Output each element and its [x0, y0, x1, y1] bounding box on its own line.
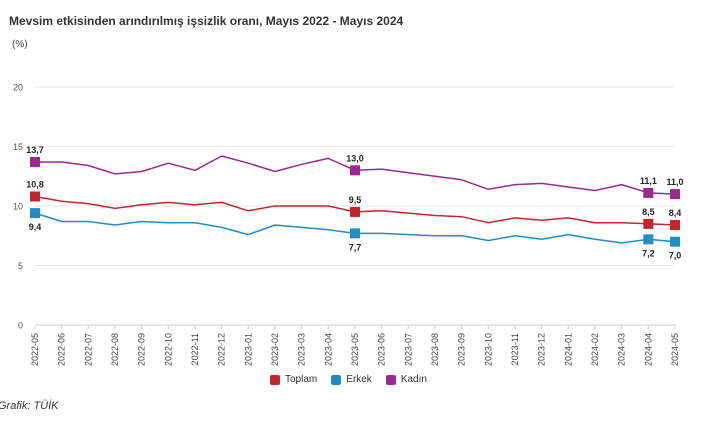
x-tick-label: 2022-10: [163, 333, 173, 366]
data-marker-toplam: [30, 191, 40, 202]
x-tick-label: 2023-12: [537, 333, 547, 366]
x-tick-label: 2022-09: [137, 333, 147, 366]
legend-item-erkek[interactable]: Erkek: [331, 374, 372, 385]
x-tick-label: 2022-11: [190, 333, 200, 365]
x-tick-label: 2022-07: [83, 333, 93, 366]
x-tick-label: 2023-07: [403, 333, 413, 366]
legend-swatch-erkek: [331, 374, 342, 385]
x-tick-label: 2023-10: [483, 333, 493, 366]
data-label-kadn: 11,0: [666, 177, 683, 187]
chart-legend: Toplam Erkek Kadın: [270, 374, 427, 385]
data-marker-erkek: [30, 208, 40, 219]
x-tick-label: 2023-09: [457, 333, 467, 366]
x-tick-label: 2024-03: [617, 333, 627, 366]
x-tick-label: 2023-01: [243, 333, 253, 366]
x-tick-label: 2022-06: [57, 333, 67, 366]
data-marker-kadn: [350, 165, 360, 176]
x-tick-label: 2023-06: [377, 333, 387, 366]
data-marker-toplam: [350, 206, 360, 217]
data-label-erkek: 9,4: [29, 222, 42, 232]
x-tick-label: 2023-08: [430, 333, 440, 366]
x-tick-label: 2024-01: [563, 333, 573, 366]
y-tick-label: 0: [18, 321, 23, 331]
data-marker-toplam: [643, 218, 654, 229]
data-marker-kadn: [670, 189, 680, 200]
data-label-erkek: 7,7: [349, 242, 362, 252]
data-label-erkek: 7,2: [642, 248, 655, 258]
data-marker-kadn: [643, 187, 654, 198]
data-label-toplam: 8,5: [642, 207, 655, 217]
data-label-toplam: 9,5: [349, 195, 362, 205]
x-tick-label: 2023-02: [270, 333, 280, 366]
x-tick-label: 2024-05: [670, 333, 680, 366]
legend-item-toplam[interactable]: Toplam: [270, 374, 317, 385]
y-tick-label: 20: [13, 83, 23, 93]
legend-label-kadin: Kadın: [400, 374, 427, 385]
legend-swatch-kadin: [385, 374, 396, 385]
y-tick-label: 10: [13, 202, 23, 212]
y-axis-unit: (%): [12, 39, 28, 50]
x-tick-label: 2023-03: [297, 333, 307, 366]
data-marker-kadn: [30, 156, 40, 167]
data-marker-toplam: [670, 220, 680, 231]
x-tick-label: 2024-04: [643, 333, 653, 366]
y-tick-label: 15: [13, 142, 23, 152]
data-label-kadn: 11,1: [640, 176, 657, 186]
legend-label-toplam: Toplam: [285, 374, 318, 385]
x-tick-label: 2022-08: [110, 333, 120, 366]
x-tick-label: 2022-05: [30, 333, 40, 366]
data-label-erkek: 7,0: [669, 251, 682, 261]
data-label-kadn: 13,7: [26, 145, 44, 155]
legend-item-kadin[interactable]: Kadın: [385, 374, 427, 385]
data-marker-erkek: [350, 228, 360, 239]
x-tick-label: 2023-11: [510, 333, 520, 365]
series-line-erkek: [34, 212, 676, 244]
x-tick-label: 2023-05: [350, 333, 360, 366]
data-marker-erkek: [643, 234, 654, 245]
data-label-kadn: 13,0: [346, 153, 364, 163]
x-tick-label: 2023-04: [323, 333, 333, 366]
data-label-toplam: 8,4: [669, 208, 682, 218]
legend-label-erkek: Erkek: [346, 374, 372, 385]
data-label-toplam: 10,8: [26, 179, 44, 189]
y-tick-label: 5: [18, 261, 23, 271]
x-tick-label: 2022-12: [217, 333, 227, 366]
source-credit: Grafik: TÜİK: [0, 400, 59, 412]
legend-swatch-toplam: [270, 374, 280, 385]
chart-title: Mevsim etkisinden arındırılmış işsizlik …: [9, 14, 404, 28]
data-marker-erkek: [670, 236, 680, 247]
x-tick-label: 2024-02: [590, 333, 600, 366]
